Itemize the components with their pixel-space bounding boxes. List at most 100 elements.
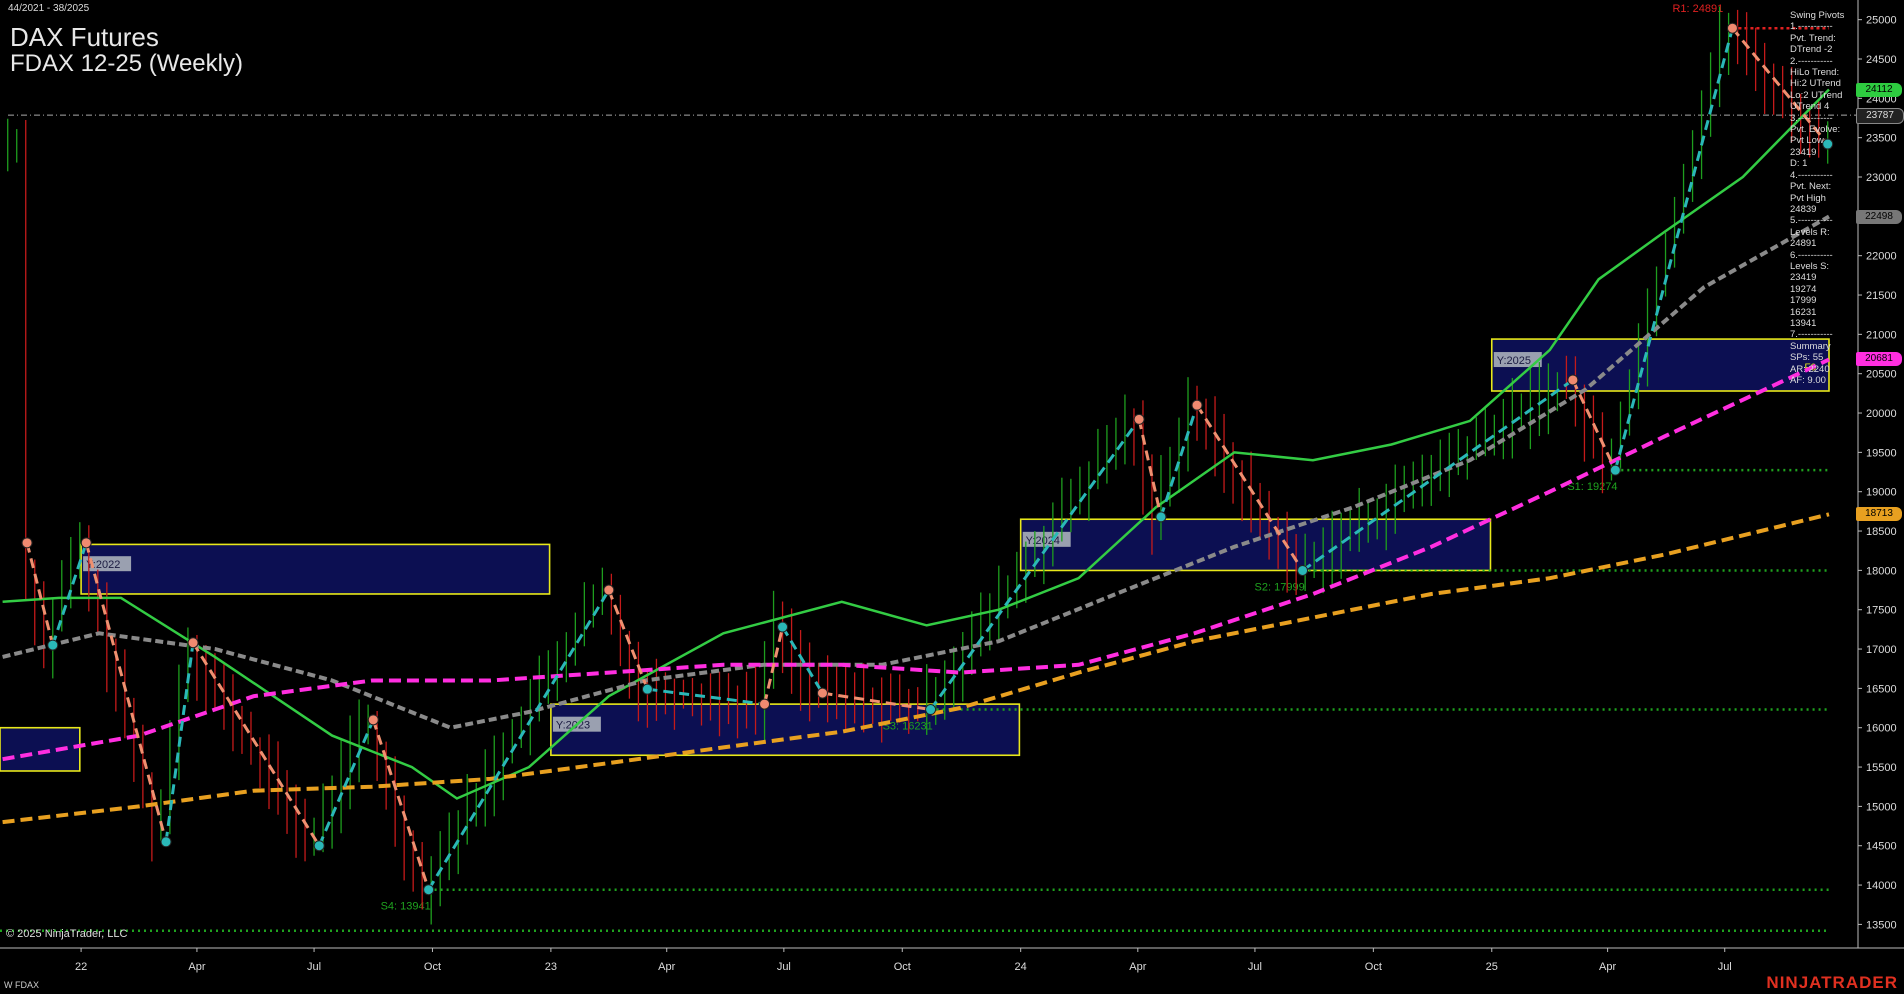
price-tag: 20681	[1856, 352, 1902, 367]
support-label: S3: 16231	[883, 721, 933, 733]
y-tick-label: 23000	[1866, 172, 1897, 184]
year-box-label: Y:2023	[556, 720, 590, 732]
y-tick-label: 18500	[1866, 526, 1897, 538]
swing-line	[51, 542, 88, 646]
y-tick-label: 23500	[1866, 133, 1897, 145]
x-tick-label: Apr	[658, 961, 675, 973]
swing-line	[781, 626, 824, 694]
price-tag: 24112	[1856, 82, 1902, 97]
year-box	[80, 543, 551, 595]
swing-line	[763, 626, 785, 705]
year-box-label: Y:2025	[1497, 355, 1531, 367]
year-box-label: Y:2022	[86, 559, 120, 571]
swing-line	[1137, 418, 1163, 518]
pivot-high-marker	[759, 698, 771, 710]
year-box-label-bg	[1493, 352, 1542, 368]
x-tick-label: Oct	[1365, 961, 1382, 973]
swing-line	[607, 589, 649, 690]
pivot-high-marker	[1133, 413, 1145, 425]
x-tick-label: 25	[1486, 961, 1498, 973]
y-tick-label: 18000	[1866, 565, 1897, 577]
pivot-high-marker	[1726, 22, 1738, 34]
moving-average-line	[2, 512, 1830, 825]
y-tick-label: 21500	[1866, 290, 1897, 302]
pivot-low-marker	[925, 704, 937, 716]
y-tick-label: 16500	[1866, 683, 1897, 695]
pivot-low-marker	[1297, 564, 1309, 576]
axes-layer: 13500 14000 14500 15000 15500 16000 16500 17000…	[0, 0, 1904, 973]
swing-line	[1195, 404, 1304, 572]
y-tick-label: 25000	[1866, 15, 1897, 27]
footer-symbol: W FDAX	[4, 980, 39, 990]
x-tick-label: Apr	[1599, 961, 1616, 973]
swing-line	[25, 542, 55, 646]
x-tick-label: Apr	[1129, 961, 1146, 973]
y-tick-label: 22000	[1866, 251, 1897, 263]
pivot-low-marker	[1609, 464, 1621, 476]
pivot-low-marker	[313, 840, 325, 852]
y-tick-label: 24500	[1866, 54, 1897, 66]
brand-logo: NINJATRADER	[1766, 973, 1898, 992]
swing-line	[1571, 379, 1617, 471]
swing-line	[1301, 378, 1574, 572]
year-box	[550, 703, 1021, 757]
pivot-low-marker	[423, 884, 435, 896]
swing-line	[647, 687, 765, 706]
x-tick-label: Jul	[777, 961, 791, 973]
swing-line	[164, 642, 195, 842]
moving-average-line	[2, 357, 1830, 762]
x-tick-label: Jul	[1248, 961, 1262, 973]
pivot-high-marker	[187, 637, 199, 649]
pivot-high-marker	[603, 584, 615, 596]
moving-average-line	[2, 214, 1830, 730]
y-tick-label: 16000	[1866, 723, 1897, 735]
date-range: 44/2021 - 38/2025	[8, 3, 90, 14]
copyright-text: © 2025 NinjaTrader, LLC	[6, 928, 128, 940]
swing-pivots-summary: Swing Pivots 1.----------- Pvt. Trend: D…	[1790, 10, 1845, 386]
y-tick-label: 14000	[1866, 880, 1897, 892]
support-label: S1: 19274	[1567, 481, 1617, 493]
moving-average-line	[2, 88, 1830, 800]
y-tick-label: 15000	[1866, 801, 1897, 813]
y-tick-label: 19500	[1866, 447, 1897, 459]
support-label: S2: 17999	[1255, 581, 1305, 593]
y-tick-label: 17500	[1866, 605, 1897, 617]
resistance-label: R1: 24891	[1672, 3, 1723, 15]
swing-line	[371, 719, 431, 891]
year-box-label-bg	[83, 556, 132, 572]
price-tag: 22498	[1856, 209, 1902, 224]
price-bars-layer	[7, 6, 1829, 925]
swing-line	[822, 691, 931, 712]
y-tick-label: 17000	[1866, 644, 1897, 656]
pivot-high-marker	[367, 714, 379, 726]
pivot-low-marker	[777, 621, 789, 633]
pivot-low-marker	[1155, 511, 1167, 523]
x-tick-label: Oct	[424, 961, 441, 973]
swing-line	[84, 542, 168, 843]
pivot-low-marker	[47, 639, 59, 651]
y-tick-label: 14500	[1866, 841, 1897, 853]
price-tag: 18713	[1856, 507, 1902, 522]
pivot-high-marker	[21, 537, 33, 549]
x-tick-label: Apr	[188, 961, 205, 973]
swing-line	[1731, 27, 1829, 146]
swing-line	[1159, 404, 1199, 518]
pivot-high-marker	[1567, 374, 1579, 386]
pivot-low-marker	[1822, 138, 1834, 150]
pivot-low-marker	[160, 836, 172, 848]
y-tick-label: 15500	[1866, 762, 1897, 774]
pivot-high-marker	[80, 537, 92, 549]
y-tick-label: 20500	[1866, 369, 1897, 381]
pivot-low-marker	[641, 683, 653, 695]
y-tick-label: 21000	[1866, 329, 1897, 341]
y-tick-label: 13500	[1866, 919, 1897, 931]
x-tick-label: Jul	[1718, 961, 1732, 973]
year-box	[1019, 518, 1492, 572]
swing-line	[427, 589, 611, 891]
x-tick-label: Oct	[894, 961, 911, 973]
x-tick-label: 23	[545, 961, 557, 973]
swing-line	[191, 641, 321, 847]
y-tick-label: 19000	[1866, 487, 1897, 499]
